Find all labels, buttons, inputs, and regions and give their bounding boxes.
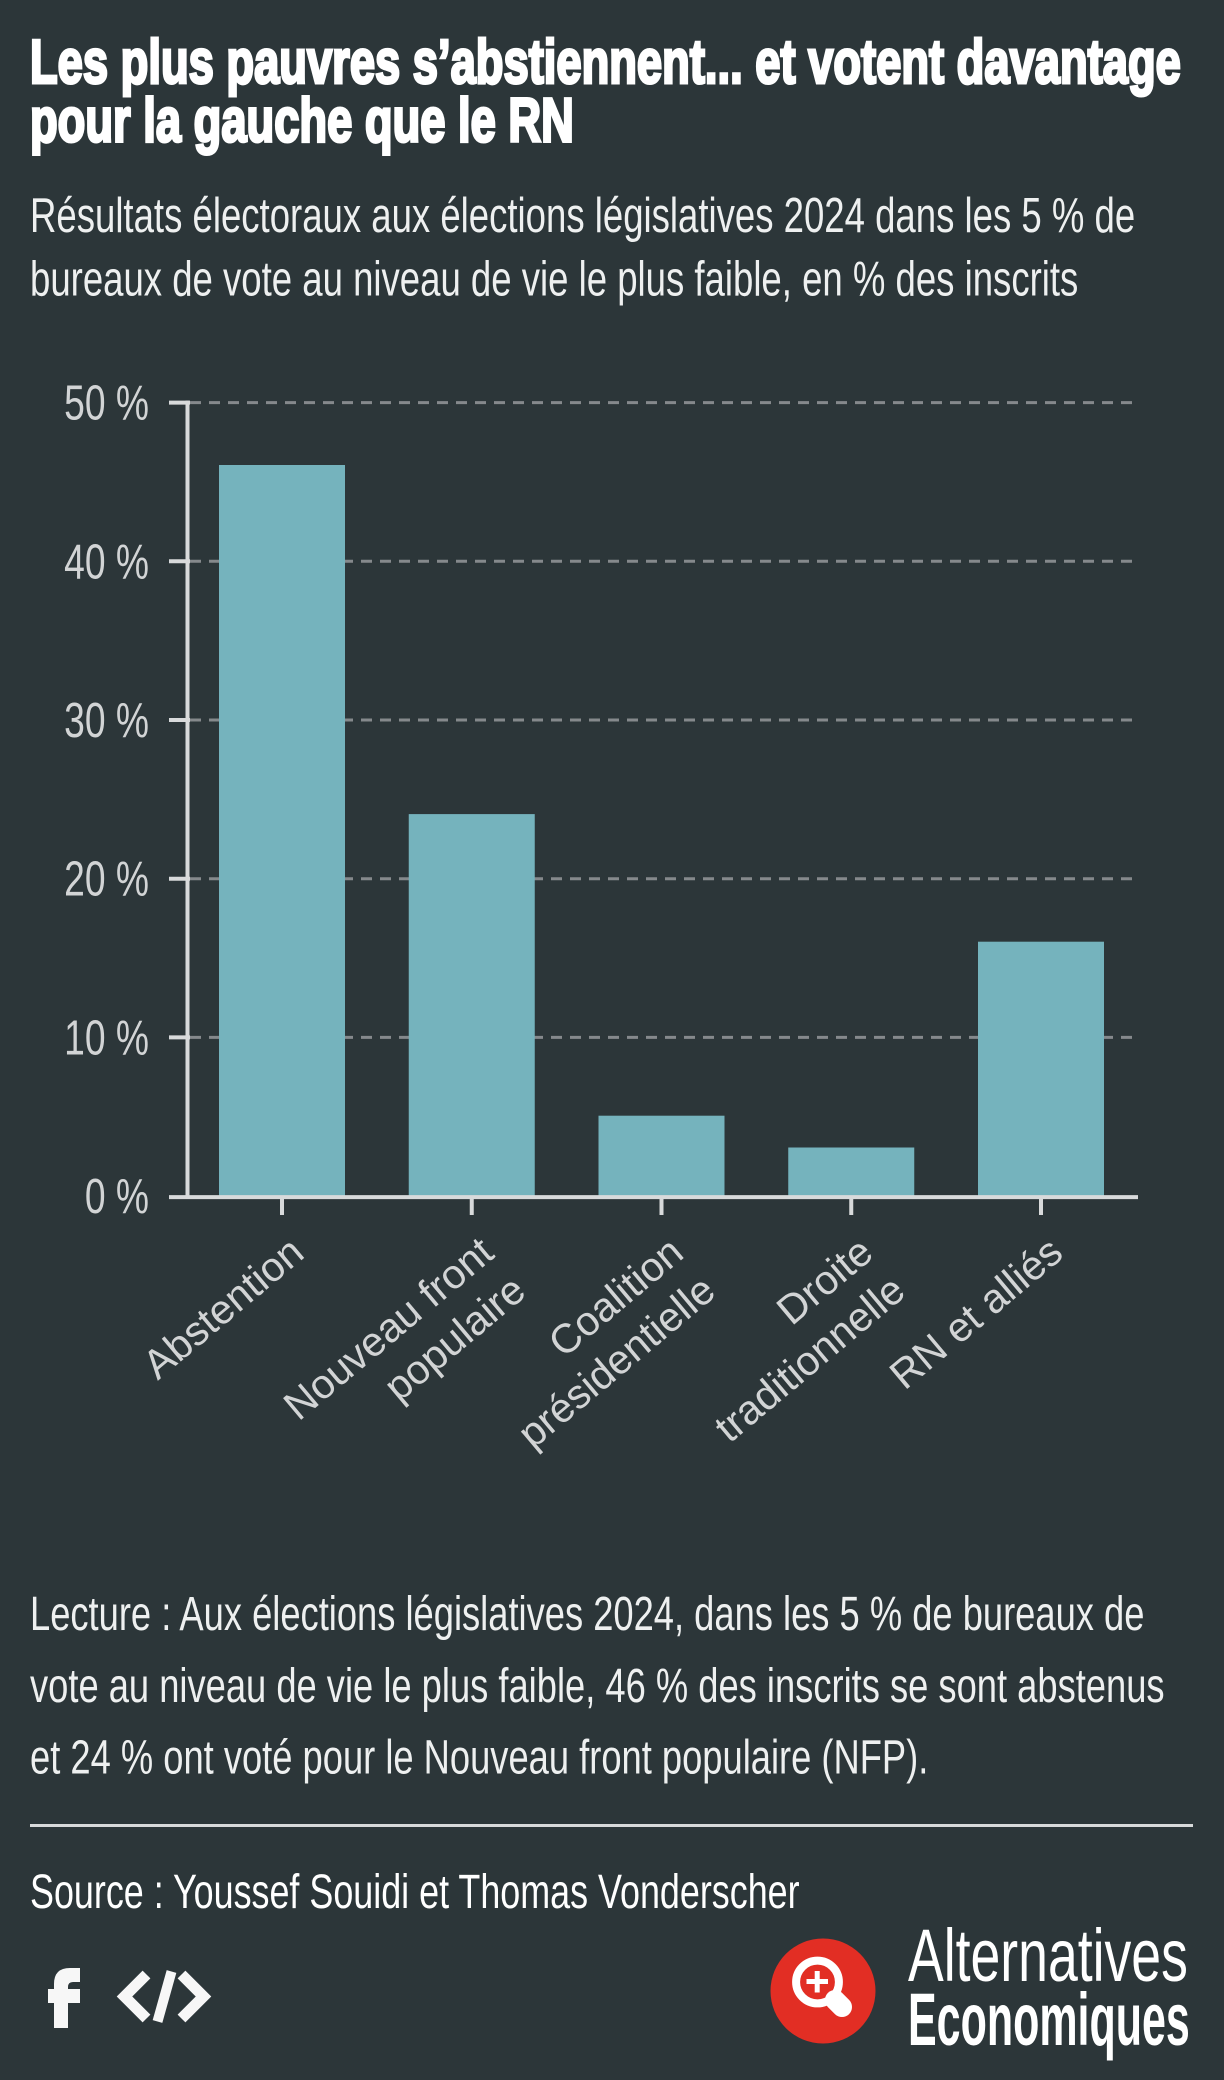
svg-text:Lecture : Aux élections législ: Lecture : Aux élections législatives 202…	[30, 1587, 1175, 1785]
svg-text:40 %: 40 %	[64, 536, 149, 590]
svg-text:Source : Youssef Souidi et Tho: Source : Youssef Souidi et Thomas Vonder…	[30, 1865, 800, 1918]
svg-text:0 %: 0 %	[85, 1170, 149, 1224]
svg-text:Les plus pauvres s’abstiennent: Les plus pauvres s’abstiennent... et vot…	[30, 27, 1193, 155]
svg-text:Résultats électoraux aux élect: Résultats électoraux aux élections légis…	[30, 189, 1145, 307]
svg-text:30 %: 30 %	[64, 694, 149, 748]
svg-text:50 %: 50 %	[64, 377, 149, 431]
svg-text:Alternatives: Alternatives	[908, 1915, 1188, 1997]
svg-text:10 %: 10 %	[64, 1012, 149, 1066]
svg-text:20 %: 20 %	[64, 853, 149, 907]
svg-text:Economiques: Economiques	[908, 1978, 1190, 2061]
